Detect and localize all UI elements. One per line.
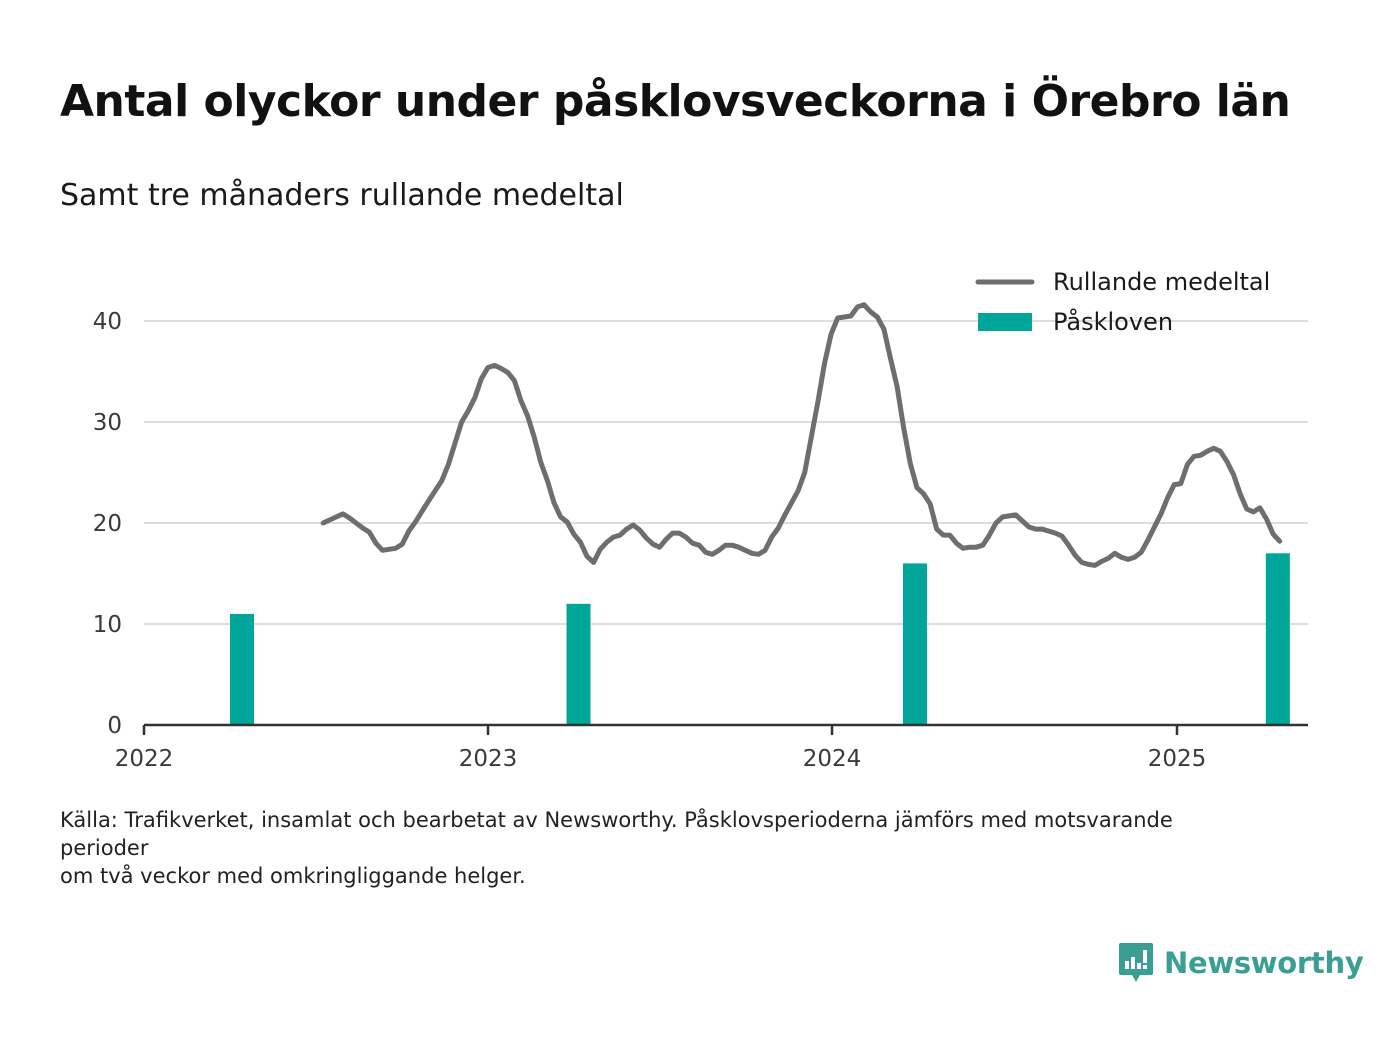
y-tick-label-20: 20 — [93, 511, 122, 537]
footnote-line-1: Källa: Trafikverket, insamlat och bearbe… — [60, 808, 1173, 832]
chart-title: Antal olyckor under påsklovsveckorna i Ö… — [60, 76, 1291, 127]
y-tick-label-10: 10 — [93, 612, 122, 638]
x-tick-label-2022: 2022 — [115, 746, 174, 772]
x-tick-label-2023: 2023 — [459, 746, 518, 772]
bar-paskloven-1 — [230, 613, 255, 725]
line-rullande-medeltal — [320, 302, 1283, 568]
bar-paskloven-4 — [1265, 553, 1290, 725]
grid-lines — [144, 320, 1308, 625]
footnote-line-3: om två veckor med omkringliggande helger… — [60, 864, 526, 888]
bar-series-paskloven — [230, 553, 1290, 725]
footnote-line-2: perioder — [60, 836, 149, 860]
chart-svg: 0 10 20 30 40 2022 2023 2024 2025 Rullande medel… — [93, 268, 1308, 772]
legend-bar-swatch — [978, 313, 1032, 331]
logo-text: Newsworthy — [1164, 946, 1364, 980]
chart-subtitle: Samt tre månaders rullande medeltal — [60, 178, 624, 213]
legend-label-rullande-medeltal: Rullande medeltal — [1053, 268, 1270, 296]
bar-paskloven-3 — [902, 563, 927, 725]
x-tick-label-2024: 2024 — [803, 746, 862, 772]
bar-paskloven-2 — [566, 603, 591, 725]
x-tick-label-2025: 2025 — [1148, 746, 1207, 772]
axes: 0 10 20 30 40 2022 2023 2024 2025 — [93, 309, 1308, 772]
line-series-rullande-medeltal — [320, 302, 1283, 568]
y-tick-label-0: 0 — [107, 713, 122, 739]
newsworthy-logo: Newsworthy — [1118, 940, 1364, 986]
source-footnote: Källa: Trafikverket, insamlat och bearbe… — [60, 806, 1260, 890]
legend-label-paskloven: Påskloven — [1053, 307, 1173, 336]
y-tick-label-40: 40 — [93, 309, 122, 335]
legend: Rullande medeltal Påskloven — [975, 268, 1270, 336]
bar-chart-speech-bubble-icon — [1119, 943, 1153, 982]
y-tick-label-30: 30 — [93, 410, 122, 436]
